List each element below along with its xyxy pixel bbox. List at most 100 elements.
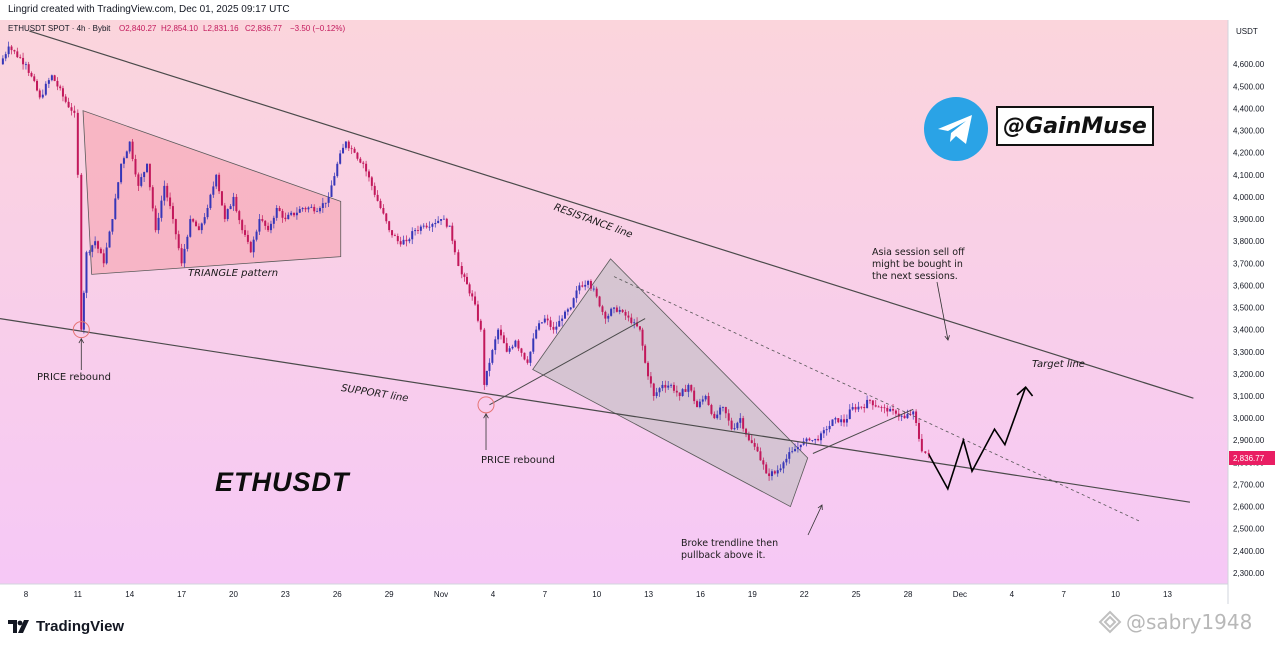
- price-tick-label: 3,200.00: [1233, 370, 1265, 379]
- candle-body: [860, 406, 863, 408]
- candle-body: [451, 225, 454, 241]
- asia-note-arrow-head: [944, 335, 950, 341]
- price-tick-label: 2,300.00: [1233, 569, 1265, 578]
- candle-body: [613, 307, 615, 309]
- candle-body: [10, 46, 13, 51]
- time-tick-label: 8: [24, 590, 29, 599]
- candle-body: [782, 462, 785, 469]
- candle-body: [854, 407, 857, 410]
- legend-symbol: ETHUSDT SPOT · 4h · Bybit: [8, 24, 111, 33]
- candle-body: [399, 241, 402, 245]
- candle-body: [120, 163, 123, 183]
- candle-body: [927, 452, 930, 455]
- candle-body: [848, 409, 851, 419]
- candle-body: [333, 176, 336, 186]
- candle-body: [56, 80, 59, 87]
- candle-body: [649, 376, 652, 384]
- candles: [1, 41, 930, 481]
- candle-body: [736, 422, 739, 429]
- candle-body: [552, 326, 555, 330]
- candle-body: [24, 64, 27, 66]
- candle-body: [863, 407, 866, 409]
- candle-body: [877, 406, 880, 408]
- credit-text: Lingrid created with TradingView.com, De…: [8, 4, 290, 15]
- candle-body: [258, 219, 261, 232]
- candle-body: [595, 288, 598, 297]
- price-tick-label: 2,700.00: [1233, 480, 1265, 489]
- candle-body: [117, 182, 120, 199]
- candle-body: [264, 220, 267, 226]
- candle-body: [134, 158, 137, 175]
- candle-body: [592, 288, 595, 290]
- tradingview-logo[interactable]: TradingView: [8, 618, 124, 635]
- candle-body: [644, 345, 647, 363]
- candle-body: [405, 239, 408, 242]
- candle-body: [698, 401, 701, 408]
- candle-body: [339, 153, 342, 164]
- candle-body: [186, 236, 189, 249]
- broke-note-arrow-head: [817, 504, 823, 511]
- candle-body: [857, 406, 860, 410]
- candle-body: [111, 219, 114, 232]
- candle-body: [825, 429, 828, 431]
- rebound-arrow-1-head: [78, 337, 85, 344]
- price-tick-label: 4,200.00: [1233, 149, 1265, 158]
- candle-body: [7, 46, 10, 55]
- candle-body: [924, 451, 927, 453]
- price-tick-label: 2,500.00: [1233, 525, 1265, 534]
- candle-body: [33, 76, 36, 81]
- candle-body: [388, 221, 391, 231]
- watermark: @sabry1948: [1098, 610, 1252, 634]
- candle-body: [304, 208, 307, 210]
- candle-body: [618, 309, 621, 312]
- time-tick-label: Dec: [953, 590, 967, 599]
- candle-body: [278, 208, 281, 211]
- candle-body: [880, 407, 883, 408]
- candle-body: [750, 440, 753, 443]
- time-tick-label: 29: [385, 590, 394, 599]
- candle-body: [658, 388, 661, 393]
- candle-body: [811, 440, 814, 441]
- time-tick-label: 22: [800, 590, 809, 599]
- candle-body: [505, 343, 508, 352]
- candle-body: [272, 217, 275, 224]
- candle-body: [471, 293, 474, 297]
- candle-body: [382, 208, 385, 214]
- time-tick-label: 4: [1010, 590, 1015, 599]
- candle-body: [730, 420, 733, 430]
- candle-body: [151, 187, 154, 209]
- candle-body: [903, 415, 906, 419]
- candle-body: [713, 413, 716, 419]
- candle-body: [871, 400, 874, 406]
- candle-body: [183, 248, 186, 264]
- price-tick-label: 4,300.00: [1233, 127, 1265, 136]
- candle-body: [681, 389, 684, 396]
- candle-body: [762, 460, 765, 465]
- candle-body: [535, 329, 538, 339]
- candle-body: [223, 205, 226, 220]
- candle-body: [347, 141, 350, 149]
- candle-body: [310, 206, 313, 208]
- pullback-trendline: [812, 408, 914, 454]
- currency-label: USDT: [1236, 27, 1258, 36]
- candle-body: [229, 206, 232, 210]
- candle-body: [41, 94, 44, 98]
- candle-body: [192, 219, 195, 222]
- symbol-overlay-label: ETHUSDT: [215, 467, 350, 497]
- candle-body: [621, 309, 624, 312]
- candle-body: [102, 253, 105, 264]
- candle-body: [589, 280, 592, 289]
- candle-body: [160, 200, 163, 218]
- candle-body: [794, 449, 797, 452]
- tradingview-logo-icon: [8, 619, 29, 633]
- candle-body: [370, 177, 373, 186]
- dashed-trendline: [613, 276, 1142, 523]
- candle-body: [200, 223, 203, 231]
- candle-body: [391, 230, 394, 236]
- candle-body: [105, 247, 108, 264]
- legend-close: C2,836.77: [245, 24, 282, 33]
- candle-body: [220, 191, 223, 206]
- rebound-circle-2: [477, 396, 495, 414]
- price-tick-label: 2,400.00: [1233, 547, 1265, 556]
- candle-body: [437, 220, 440, 223]
